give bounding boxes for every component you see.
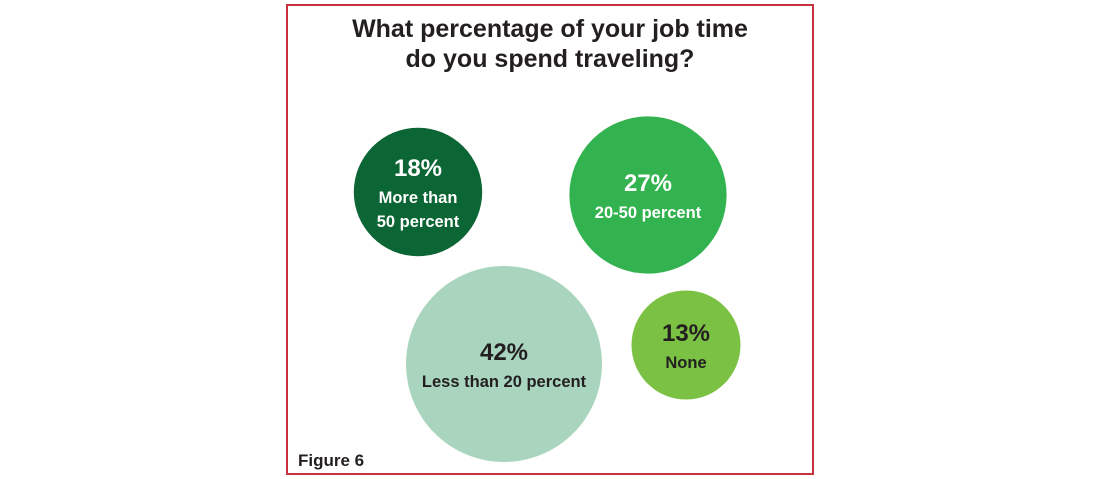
bubble-circle: [353, 127, 483, 257]
bubble-circle: [631, 290, 741, 400]
bubble-value-label: 13%: [662, 320, 710, 347]
bubble-value-label: 27%: [624, 170, 672, 197]
bubble-3: 42% Less than 20 percent: [406, 266, 602, 462]
bubble-circle: [569, 116, 727, 274]
bubble-1: 18% More than 50 percent: [353, 127, 483, 257]
bubble-category-label: More than: [379, 189, 458, 207]
figure-frame: What percentage of your job time do you …: [286, 4, 814, 475]
bubble-2: 27% 20-50 percent: [569, 116, 727, 274]
bubble-category-label: None: [665, 354, 706, 372]
bubble-category-label: 20-50 percent: [595, 204, 702, 222]
bubble-value-label: 18%: [394, 155, 442, 182]
bubble-circle: [406, 266, 602, 462]
bubble-chart: 18% More than 50 percent 27% 20-50 percent 42…: [353, 116, 741, 462]
chart-title-line-2: do you spend traveling?: [405, 45, 695, 73]
bubble-category-label: Less than 20 percent: [422, 373, 587, 391]
bubble-value-label: 42%: [480, 339, 528, 366]
bubble-4: 13% None: [631, 290, 741, 400]
chart-title: What percentage of your job time do you …: [288, 14, 812, 74]
figure-label: Figure 6: [298, 451, 365, 470]
chart-title-line-1: What percentage of your job time: [352, 15, 748, 43]
bubble-category-label: 50 percent: [377, 213, 460, 231]
